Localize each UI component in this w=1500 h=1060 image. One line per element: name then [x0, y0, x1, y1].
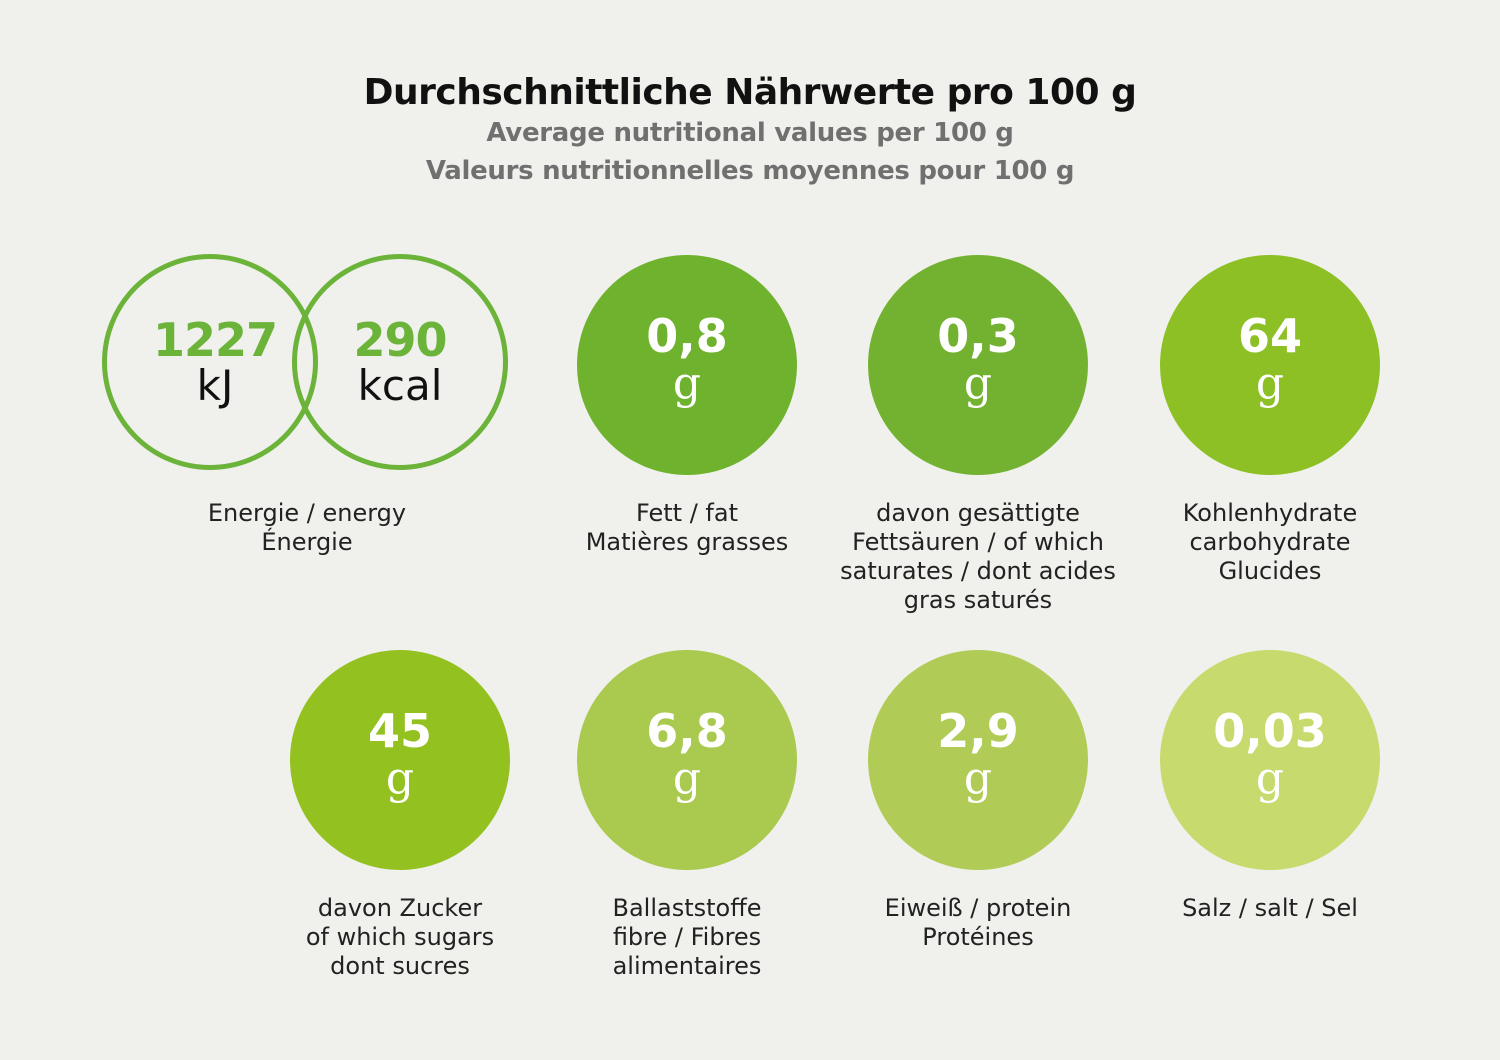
nutrient-unit: g [672, 358, 702, 409]
nutrient-unit: g [963, 358, 993, 409]
nutrient-label-line: of which sugars [305, 923, 495, 951]
energy-kj-unit: kJ [196, 361, 234, 410]
nutrient-label-line: Fettsäuren / of which [852, 528, 1104, 556]
nutrient-unit: g [1255, 358, 1285, 409]
nutrient-label-line: carbohydrate [1189, 528, 1351, 556]
nutrient-circle-saturates: 0,3 g [868, 255, 1088, 475]
energy-kj-value: 1227 [152, 313, 278, 367]
nutrient-label-line: Salz / salt / Sel [1182, 894, 1358, 922]
nutrient-label-sugars: davon Zucker of which sugars dont sucres [250, 894, 550, 981]
nutrient-label-line: dont sucres [330, 952, 470, 980]
nutrient-label-fat: Fett / fat Matières grasses [537, 499, 837, 557]
nutrient-value: 2,9 [937, 704, 1019, 758]
nutrient-label-line: Matières grasses [585, 528, 789, 556]
subtitle-english: Average nutritional values per 100 g [486, 118, 1014, 148]
energy-kcal-unit: kcal [357, 361, 443, 410]
nutrient-label-line: Fett / fat [636, 499, 738, 527]
subtitle-french: Valeurs nutritionnelles moyennes pour 10… [425, 156, 1075, 186]
nutrient-label-line: alimentaires [612, 952, 762, 980]
energy-kcal-ring [292, 254, 508, 470]
nutrient-circle-sugars: 45 g [290, 650, 510, 870]
nutrient-label-line: Ballaststoffe [612, 894, 762, 922]
nutrient-circle-fibre: 6,8 g [577, 650, 797, 870]
nutrient-unit: g [1255, 753, 1285, 804]
nutrient-unit: g [672, 753, 702, 804]
nutrient-label-salt: Salz / salt / Sel [1120, 894, 1420, 923]
nutrient-label-line: davon gesättigte [876, 499, 1080, 527]
nutrient-label-line: Kohlenhydrate [1182, 499, 1358, 527]
nutrient-label-protein: Eiweiß / protein Protéines [828, 894, 1128, 952]
nutrient-label-saturates: davon gesättigte Fettsäuren / of which sat… [828, 499, 1128, 615]
energy-kcal-value: 290 [353, 313, 447, 367]
nutrient-value: 6,8 [646, 704, 728, 758]
nutrient-value: 64 [1237, 309, 1302, 363]
nutrient-label-fibre: Ballaststoffe fibre / Fibres alimentaires [537, 894, 837, 981]
nutrient-label-line: Eiweiß / protein [884, 894, 1072, 922]
nutrient-circle-carbohydrate: 64 g [1160, 255, 1380, 475]
nutrient-label-line: Protéines [922, 923, 1034, 951]
nutrient-value: 0,3 [937, 309, 1019, 363]
nutrient-label-line: davon Zucker [317, 894, 483, 922]
nutrient-label-carbohydrate: Kohlenhydrate carbohydrate Glucides [1120, 499, 1420, 586]
energy-label-line: Energie / energy [207, 499, 407, 527]
nutrient-label-line: fibre / Fibres [612, 923, 762, 951]
nutrient-circle-fat: 0,8 g [577, 255, 797, 475]
page-title: Durchschnittliche Nährwerte pro 100 g [363, 72, 1137, 113]
nutrient-value: 0,03 [1213, 704, 1327, 758]
nutrient-label-line: gras saturés [903, 586, 1053, 614]
nutrient-label-line: Glucides [1218, 557, 1322, 585]
energy-label: Energie / energy Énergie [157, 499, 457, 557]
energy-label-line: Énergie [261, 528, 353, 556]
nutrient-unit: g [963, 753, 993, 804]
nutrient-value: 45 [367, 704, 432, 758]
nutrient-label-line: saturates / dont acides [840, 557, 1116, 585]
nutrient-value: 0,8 [646, 309, 728, 363]
nutrient-circle-protein: 2,9 g [868, 650, 1088, 870]
nutrient-circle-salt: 0,03 g [1160, 650, 1380, 870]
nutrient-unit: g [385, 753, 415, 804]
